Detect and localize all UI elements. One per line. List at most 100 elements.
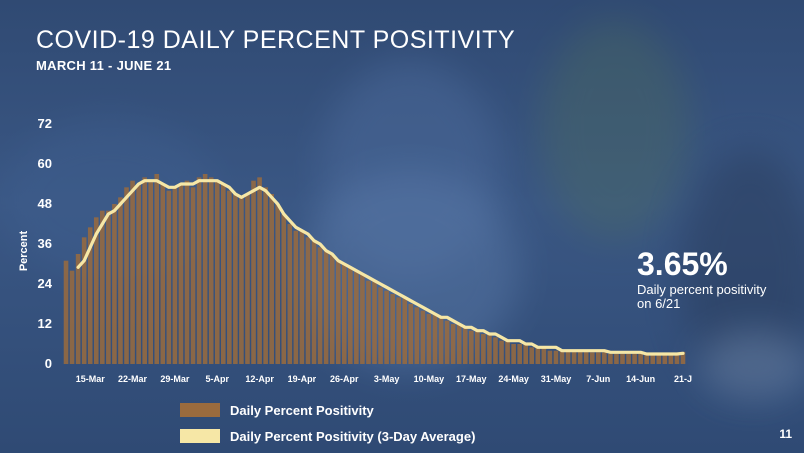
bar (208, 177, 214, 364)
bar (523, 344, 529, 364)
bar (329, 254, 335, 364)
bar (553, 350, 559, 364)
average-line (76, 179, 685, 356)
y-tick-label: 36 (38, 236, 52, 251)
x-tick-label: 29-Mar (160, 374, 190, 384)
bar (487, 334, 492, 364)
bar (589, 352, 595, 364)
bar (160, 184, 166, 364)
bar (535, 347, 541, 364)
bar (311, 240, 317, 364)
bar (378, 287, 383, 364)
bar (541, 347, 547, 364)
bar (100, 210, 105, 364)
x-tick-label: 15-Mar (76, 374, 106, 384)
legend-item-daily: Daily Percent Positivity (180, 398, 475, 422)
bar (87, 227, 93, 364)
bar (75, 254, 81, 364)
bar (214, 180, 220, 364)
bar (511, 344, 516, 364)
bar (565, 350, 571, 364)
x-tick-label: 14-Jun (626, 374, 655, 384)
bar (341, 264, 347, 364)
bar (227, 190, 232, 364)
bar (650, 354, 656, 364)
x-tick-label: 31-May (541, 374, 572, 384)
bar (220, 184, 226, 364)
x-tick-label: 10-May (414, 374, 445, 384)
callout-description: Daily percent positivity on 6/21 (637, 282, 767, 311)
legend-label-daily: Daily Percent Positivity (230, 402, 374, 418)
bar (233, 194, 238, 364)
x-tick-label: 17-May (456, 374, 487, 384)
bar (583, 350, 589, 364)
x-tick-label: 22-Mar (118, 374, 148, 384)
legend-swatch-line (180, 429, 220, 443)
bar (118, 197, 123, 364)
bar (529, 347, 535, 364)
bar (462, 327, 468, 364)
bar (184, 180, 190, 364)
y-tick-label: 0 (45, 356, 52, 371)
chart-title: COVID-19 DAILY PERCENT POSITIVITY (36, 26, 516, 54)
bar (299, 230, 305, 364)
bar (571, 350, 577, 364)
bar (493, 337, 498, 364)
bar (172, 187, 178, 364)
bar (136, 184, 141, 364)
bar (547, 350, 553, 364)
bar (499, 340, 504, 364)
bar (275, 204, 281, 364)
bar (662, 354, 668, 364)
bar (632, 354, 637, 364)
bar (202, 174, 208, 364)
x-tick-label: 3-May (374, 374, 400, 384)
x-tick-label: 12-Apr (245, 374, 274, 384)
bar (656, 354, 662, 364)
bar (305, 237, 311, 364)
bar (638, 354, 643, 364)
y-tick-label: 24 (38, 276, 53, 291)
bar (245, 194, 250, 364)
bar (517, 344, 522, 364)
bar (384, 290, 389, 364)
bar (251, 180, 256, 364)
bar (674, 353, 680, 364)
bar (148, 180, 154, 364)
y-tick-label: 60 (38, 156, 52, 171)
bar (438, 317, 444, 364)
bar (408, 304, 414, 364)
bar (450, 324, 456, 364)
bar (468, 330, 474, 364)
bar (426, 314, 432, 364)
bar (335, 260, 341, 364)
x-tick-label: 24-May (498, 374, 529, 384)
bar (644, 354, 649, 364)
bar (444, 320, 450, 364)
bar (257, 177, 262, 364)
bar (596, 352, 601, 364)
legend-swatch-bar (180, 403, 220, 417)
bar (293, 230, 299, 364)
bar (396, 297, 401, 364)
legend-label-average: Daily Percent Positivity (3-Day Average) (230, 428, 476, 444)
bar (481, 334, 486, 364)
bar (178, 184, 184, 364)
bar (348, 267, 353, 364)
bar (354, 270, 359, 364)
bar (81, 237, 87, 364)
bar (608, 354, 613, 364)
bar (432, 314, 438, 364)
bar (614, 354, 619, 364)
bar (166, 190, 172, 364)
bar (196, 177, 202, 364)
bar (680, 351, 686, 364)
bar (317, 247, 323, 364)
bar (63, 260, 69, 364)
bar (372, 280, 377, 364)
x-tick-label: 21-J (674, 374, 692, 384)
y-tick-label: 12 (38, 316, 52, 331)
bar (620, 354, 625, 364)
